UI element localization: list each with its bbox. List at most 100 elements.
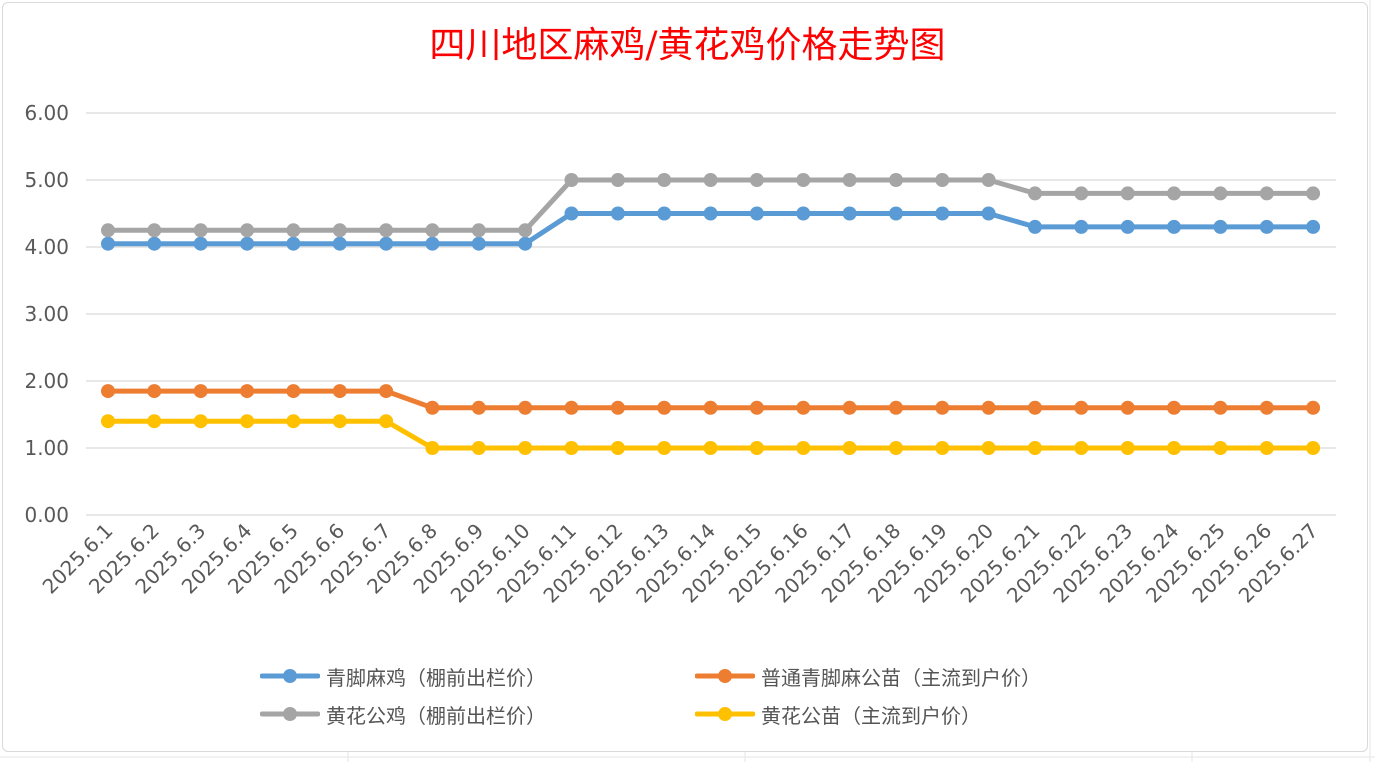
y-tick-label: 1.00 xyxy=(24,436,69,460)
series-2-point xyxy=(101,384,115,399)
series-4-point xyxy=(379,414,394,429)
series-3-point xyxy=(749,173,764,187)
series-3-point xyxy=(518,223,533,238)
series-2-point xyxy=(1074,400,1089,415)
series-1-point xyxy=(1120,219,1135,234)
legend-item-series-3: 黄花公鸡（棚前出栏价） xyxy=(260,694,546,734)
series-2-point xyxy=(657,400,672,415)
series-4-point xyxy=(101,414,115,429)
series-3-point xyxy=(889,173,903,187)
legend-label-series-4: 黄花公苗（主流到户价） xyxy=(761,703,981,728)
series-3-point xyxy=(1120,186,1135,201)
legend-swatch-series-1 xyxy=(260,669,320,683)
series-1-point xyxy=(1028,219,1042,234)
legend-label-series-1: 青脚麻鸡（棚前出栏价） xyxy=(326,665,546,690)
y-tick-label: 5.00 xyxy=(24,168,69,192)
series-2-point xyxy=(749,400,764,415)
series-1-point xyxy=(1306,219,1321,234)
series-1-point xyxy=(1259,219,1274,234)
chart-title: 四川地区麻鸡/黄花鸡价格走势图 xyxy=(429,25,946,66)
series-4-point xyxy=(749,441,764,455)
legend-swatch-series-4 xyxy=(695,707,755,721)
series-1-point xyxy=(101,236,115,251)
series-3-point xyxy=(1306,186,1321,201)
series-4-point xyxy=(518,441,533,455)
series-2-point xyxy=(1167,400,1181,415)
series-3-point xyxy=(240,223,255,238)
series-2-point xyxy=(147,384,162,399)
series-1-point xyxy=(703,206,718,221)
y-tick-label: 0.00 xyxy=(24,503,69,527)
series-4-point xyxy=(842,441,857,455)
series-4-point xyxy=(703,441,718,455)
series-1-point xyxy=(471,236,486,251)
series-2-point xyxy=(193,384,208,399)
series-3-point xyxy=(101,223,115,238)
series-1-point xyxy=(147,236,162,251)
series-2-point xyxy=(935,400,950,415)
series-2-point xyxy=(1028,400,1042,415)
series-1-point xyxy=(518,236,533,251)
legend-label-series-3: 黄花公鸡（棚前出栏价） xyxy=(326,703,546,728)
series-4-point xyxy=(332,414,347,429)
series-1-point xyxy=(193,236,208,251)
chart-area[interactable] xyxy=(2,2,1368,752)
series-4-point xyxy=(564,441,579,455)
series-3-point xyxy=(796,173,811,187)
series-2-point xyxy=(1259,400,1274,415)
series-2-point xyxy=(610,400,625,415)
series-4-point xyxy=(193,414,208,429)
series-4-point xyxy=(240,414,255,429)
series-3-point xyxy=(935,173,950,187)
series-1-point xyxy=(564,206,579,221)
series-4-point xyxy=(1259,441,1274,455)
axis-labels: 0.001.002.003.004.005.006.002025.6.12025… xyxy=(24,101,1322,608)
series-2-point xyxy=(379,384,394,399)
series-1-point xyxy=(425,236,440,251)
series-1-point xyxy=(935,206,950,221)
series-1-point xyxy=(610,206,625,221)
series-3-point xyxy=(332,223,347,238)
series-2-point xyxy=(425,400,440,415)
legend-label-series-2: 普通青脚麻公苗（主流到户价） xyxy=(761,665,1041,690)
series-1-point xyxy=(332,236,347,251)
series-2-point xyxy=(471,400,486,415)
series-4-point xyxy=(610,441,625,455)
series-3-point xyxy=(379,223,394,238)
series-2-point xyxy=(1306,400,1321,415)
legend-item-series-2: 普通青脚麻公苗（主流到户价） xyxy=(695,656,1041,696)
series-3-point xyxy=(471,223,486,238)
series-4-point xyxy=(286,414,301,429)
y-tick-label: 3.00 xyxy=(24,302,69,326)
series-4-point xyxy=(796,441,811,455)
series-2-point xyxy=(286,384,301,399)
series-2-point xyxy=(889,400,903,415)
series-2-point xyxy=(564,400,579,415)
legend-item-series-1: 青脚麻鸡（棚前出栏价） xyxy=(260,656,546,696)
series-1-point xyxy=(1213,219,1228,234)
series-1-point xyxy=(889,206,903,221)
series-4-point xyxy=(425,441,440,455)
series-4-point xyxy=(889,441,903,455)
series-4-point xyxy=(981,441,996,455)
series-4-point xyxy=(1167,441,1181,455)
series-2-point xyxy=(842,400,857,415)
series-2-point xyxy=(518,400,533,415)
series-2-point xyxy=(981,400,996,415)
series-3-point xyxy=(981,173,996,187)
series-4-point xyxy=(147,414,162,429)
y-tick-label: 4.00 xyxy=(24,235,69,259)
series-4-point xyxy=(1028,441,1042,455)
series-4-point xyxy=(657,441,672,455)
series-3-point xyxy=(1213,186,1228,201)
series-group xyxy=(101,173,1321,455)
series-3-point xyxy=(564,173,579,187)
series-1-point xyxy=(842,206,857,221)
series-2-point xyxy=(1213,400,1228,415)
series-4-point xyxy=(1213,441,1228,455)
y-tick-label: 6.00 xyxy=(24,101,69,125)
series-4-point xyxy=(1074,441,1089,455)
series-3-point xyxy=(425,223,440,238)
legend-swatch-series-3 xyxy=(260,707,320,721)
series-3-point xyxy=(842,173,857,187)
